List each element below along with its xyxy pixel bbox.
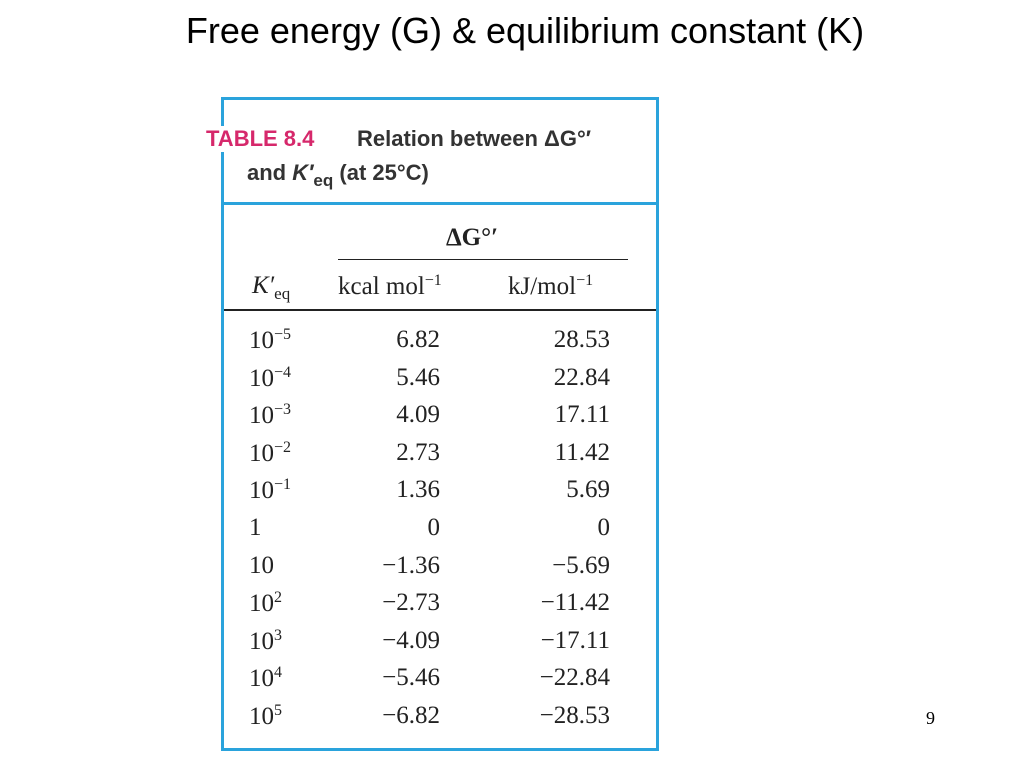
kj-cell: 5.69 (566, 476, 610, 504)
page-number: 9 (926, 708, 935, 728)
kj-cell: −28.53 (539, 702, 610, 729)
k-base: 10 (249, 327, 274, 354)
kcal-cell: 5.46 (396, 363, 440, 391)
kcal-cell: 0 (427, 514, 441, 541)
k-base: 10 (249, 477, 274, 505)
header-text: kcal mol (338, 273, 425, 300)
k-cell: 1 (249, 514, 262, 542)
kj-cell: −22.84 (539, 664, 610, 692)
k-cell: 102 (249, 589, 282, 618)
table-label: TABLE 8.4 (204, 126, 317, 152)
k-cell: 10−1 (249, 476, 291, 505)
kcal-cell: −2.73 (382, 589, 440, 617)
header-text: kJ/mol (508, 273, 577, 300)
k-base: 10 (249, 590, 274, 618)
kcal-cell: 6.82 (396, 326, 440, 353)
group-header: ΔG°′ (446, 224, 499, 251)
k-base: 10 (249, 627, 274, 655)
kj-cell: 0 (597, 514, 611, 541)
caption-separator (221, 202, 656, 205)
k-exponent: −3 (274, 401, 292, 419)
kj-cell: −11.42 (540, 589, 610, 617)
kcal-cell: −1.36 (382, 551, 440, 579)
header-symbol: K′ (252, 272, 275, 299)
caption-subscript: eq (313, 171, 334, 190)
header-subscript: eq (274, 284, 291, 303)
kcal-cell: 4.09 (396, 401, 440, 429)
caption-line: and K′eq (at 25°C) (247, 160, 429, 191)
column-header: K′eq (252, 272, 290, 304)
k-cell: 103 (249, 627, 282, 656)
kj-cell: 22.84 (553, 363, 610, 391)
k-exponent: 4 (274, 664, 282, 682)
k-exponent: −2 (274, 438, 292, 456)
kj-cell: −17.11 (540, 626, 610, 654)
k-base: 10 (249, 439, 274, 467)
k-base: 10 (249, 402, 274, 430)
header-rule (224, 309, 656, 311)
k-cell: 105 (249, 702, 282, 731)
caption-text: and (247, 160, 287, 185)
k-cell: 10−3 (249, 401, 291, 430)
kj-cell: 28.53 (553, 326, 610, 353)
k-exponent: −4 (274, 363, 292, 381)
caption-text: (at 25°C) (339, 160, 429, 185)
caption-line: Relation between ΔG°′ (357, 126, 592, 151)
k-base: 10 (249, 665, 274, 693)
column-header: kJ/mol−1 (508, 272, 593, 301)
k-cell: 104 (249, 664, 282, 693)
k-exponent: −5 (274, 326, 292, 343)
table-frame (221, 97, 659, 751)
k-exponent: 5 (274, 702, 282, 719)
kj-cell: 11.42 (554, 438, 610, 466)
kcal-cell: 2.73 (396, 438, 440, 466)
k-base: 10 (249, 551, 274, 579)
k-cell: 10−2 (249, 439, 291, 468)
kcal-cell: −4.09 (382, 626, 440, 654)
kcal-cell: 1.36 (396, 476, 440, 504)
kcal-cell: −6.82 (382, 702, 440, 729)
k-cell: 10 (249, 552, 274, 580)
k-base: 10 (249, 703, 274, 730)
k-base: 1 (249, 514, 262, 541)
k-base: 10 (249, 364, 274, 392)
kj-cell: −5.69 (552, 551, 610, 579)
k-cell: 10−5 (249, 326, 291, 355)
k-exponent: 2 (274, 589, 282, 607)
k-exponent: 3 (274, 626, 282, 644)
group-rule (338, 259, 628, 260)
header-sup: −1 (576, 272, 594, 289)
kcal-cell: −5.46 (382, 664, 440, 692)
k-cell: 10−4 (249, 364, 291, 393)
kj-cell: 17.11 (554, 401, 610, 429)
column-header: kcal mol−1 (338, 272, 442, 301)
header-sup: −1 (424, 272, 442, 289)
k-exponent: −1 (274, 476, 292, 494)
caption-symbol: K′ (292, 160, 314, 185)
slide-title: Free energy (G) & equilibrium constant (… (185, 10, 865, 51)
